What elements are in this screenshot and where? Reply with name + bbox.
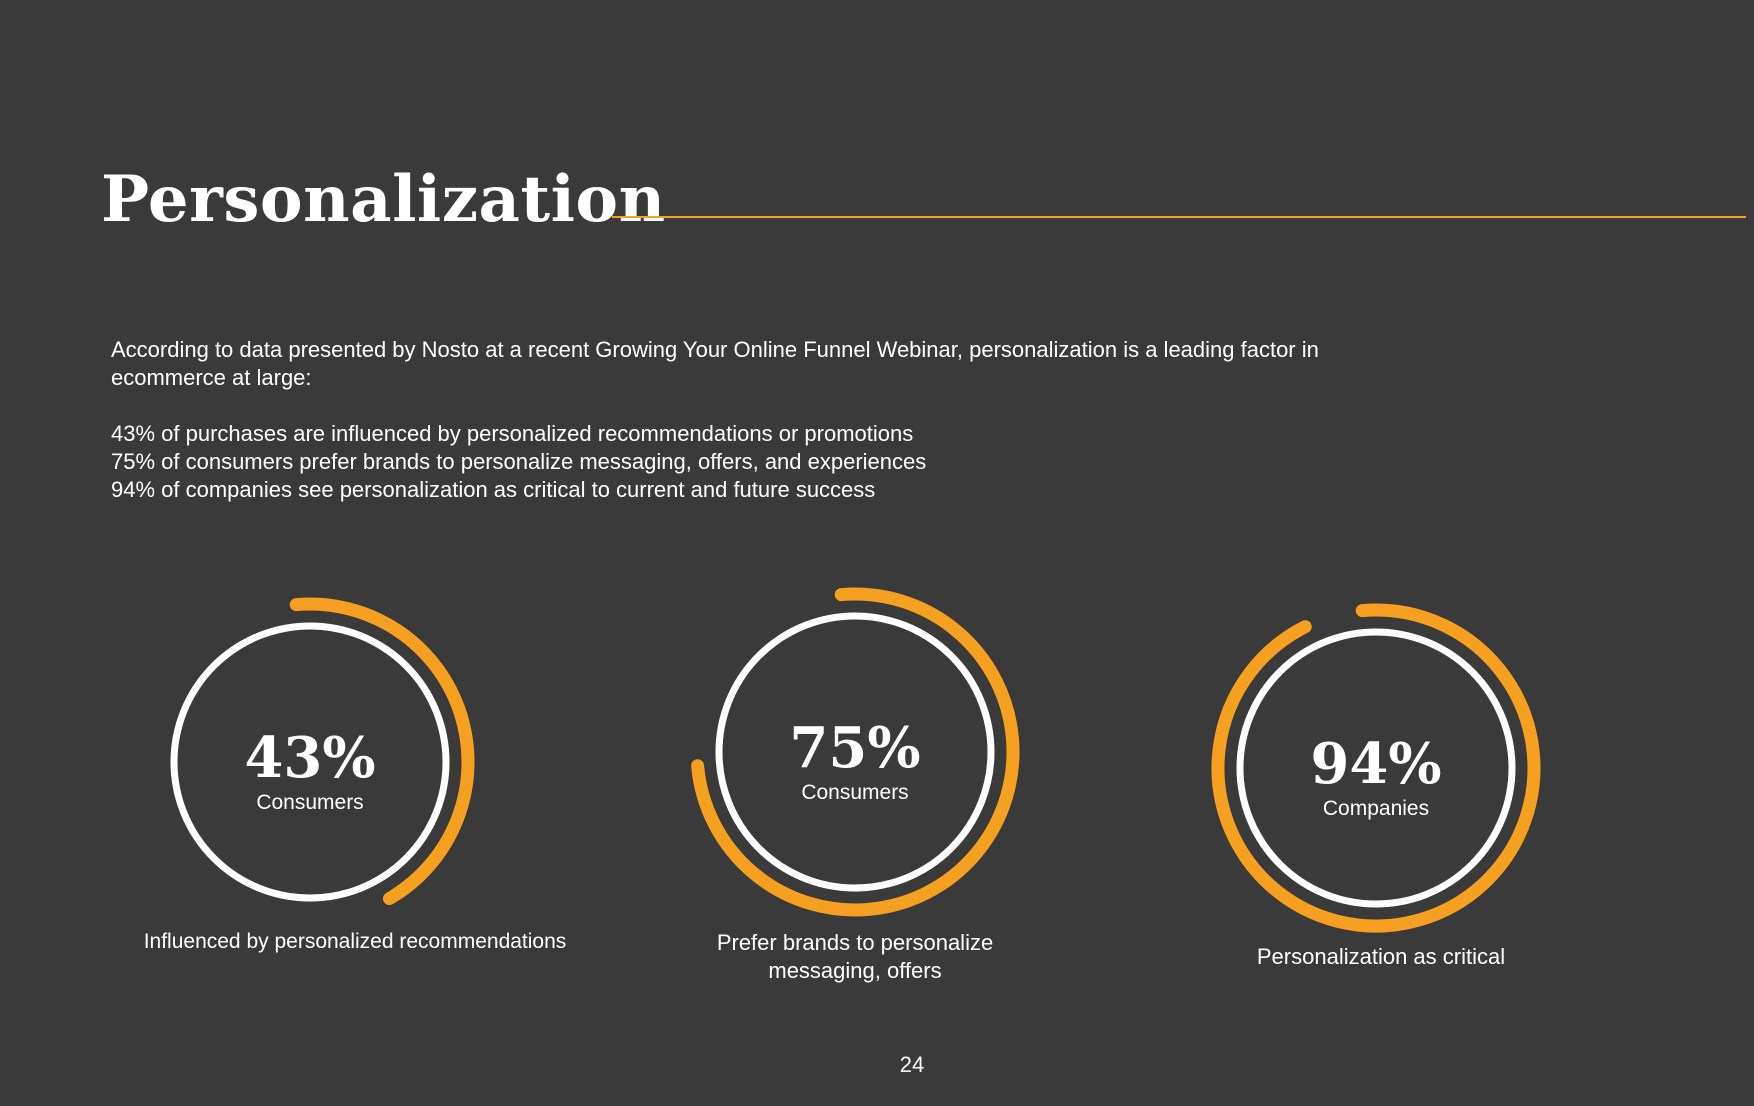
stat-line-companies: 94% of companies see personalization as … <box>111 477 876 502</box>
gauge-progress-arc <box>289 597 475 906</box>
gauge-ring <box>170 622 450 902</box>
caption-influenced: Influenced by personalized recommendatio… <box>143 930 567 953</box>
gauge-consumers-prefer: 75% Consumers <box>675 572 1035 932</box>
caption-prefer-brands: Prefer brands to personalize messaging, … <box>716 930 994 983</box>
gauge-ring <box>1236 628 1516 908</box>
caption-critical: Personalization as critical <box>1256 944 1506 969</box>
gauge-progress-arc <box>1211 603 1541 933</box>
stats-list: 43% of purchases are influenced by perso… <box>111 420 1211 504</box>
gauge-ring <box>715 612 995 892</box>
gauge-progress-arc <box>691 587 1020 917</box>
page-number: 24 <box>899 1052 925 1077</box>
gauge-sublabel: Consumers <box>256 791 364 814</box>
gauge-companies-critical: 94% Companies <box>1196 588 1556 948</box>
gauge-percent: 43% <box>244 725 376 791</box>
intro-paragraph: According to data presented by Nosto at … <box>111 337 1319 390</box>
slide-title: Personalization <box>101 162 666 237</box>
title-divider <box>612 216 1746 218</box>
gauge-percent: 75% <box>789 715 921 781</box>
stat-line-consumers: 75% of consumers prefer brands to person… <box>111 449 927 474</box>
gauge-sublabel: Consumers <box>801 781 909 804</box>
gauge-svg <box>691 587 1020 917</box>
gauge-percent: 94% <box>1310 731 1442 797</box>
gauge-svg <box>1211 603 1541 933</box>
gauge-consumers-influenced: 43% Consumers <box>130 582 490 942</box>
gauge-svg <box>170 597 475 906</box>
stat-line-purchases: 43% of purchases are influenced by perso… <box>111 421 914 446</box>
gauge-sublabel: Companies <box>1322 797 1430 820</box>
